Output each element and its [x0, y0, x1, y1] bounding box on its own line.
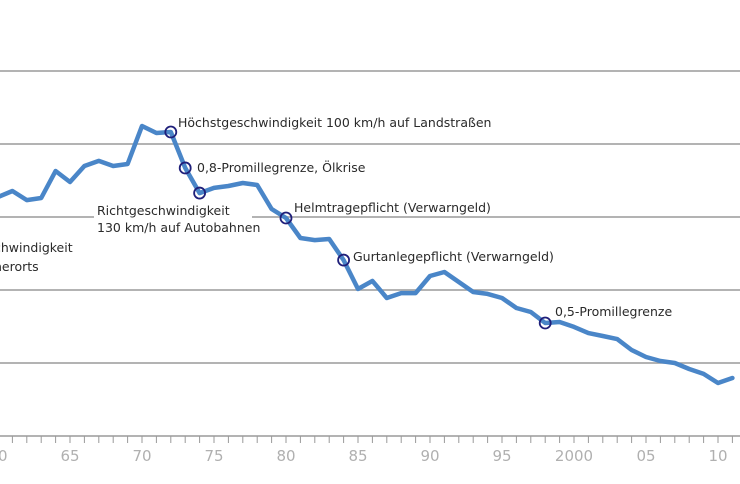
label-background [291, 200, 525, 216]
x-tick-label: 70 [132, 447, 151, 465]
annotation-label: Helmtragepflicht (Verwarngeld) [294, 200, 491, 215]
x-tick-label: 90 [420, 447, 439, 465]
event-marker [538, 316, 552, 330]
label-background [94, 220, 275, 236]
label-background [0, 259, 51, 275]
x-tick-label: 05 [636, 447, 655, 465]
annotation-label: chwindigkeit [0, 240, 73, 255]
x-tick-label: 95 [492, 447, 511, 465]
label-background [0, 240, 89, 256]
x-tick-label: 80 [276, 447, 295, 465]
label-background [194, 160, 406, 176]
event-marker [178, 161, 192, 175]
label-background [350, 249, 592, 265]
x-tick-label: 10 [708, 447, 727, 465]
event-marker [337, 253, 351, 267]
label-background [552, 304, 695, 320]
annotation-label: Richtgeschwindigkeit [97, 203, 230, 218]
annotation-label: 0,5-Promillegrenze [555, 304, 672, 319]
event-marker [279, 211, 293, 225]
x-tick-label: 60 [0, 447, 8, 465]
series-line [0, 123, 735, 386]
annotation-label: 0,8-Promillegrenze, Ölkrise [197, 159, 366, 175]
annotation-label: 130 km/h auf Autobahnen [97, 220, 260, 235]
annotation-label: nerorts [0, 259, 39, 274]
x-tick-label: 85 [348, 447, 367, 465]
label-background [175, 115, 531, 131]
x-tick-label: 65 [60, 447, 79, 465]
annotation-label: Höchstgeschwindigkeit 100 km/h auf Lands… [178, 115, 491, 130]
label-background [94, 203, 252, 219]
x-tick-label: 2000 [555, 447, 593, 465]
annotation-label: Gurtanlegepflicht (Verwarngeld) [353, 249, 554, 264]
event-marker [164, 125, 178, 139]
x-tick-label: 75 [204, 447, 223, 465]
event-marker [193, 186, 207, 200]
